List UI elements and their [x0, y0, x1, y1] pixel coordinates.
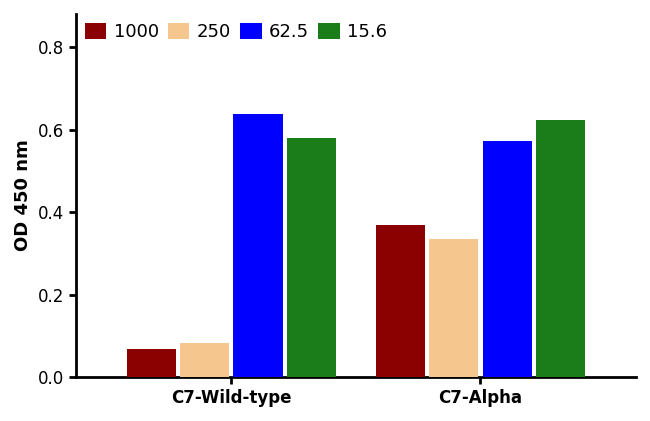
- Bar: [180, 344, 229, 377]
- Bar: [482, 141, 532, 377]
- Bar: [536, 120, 585, 377]
- Bar: [376, 225, 425, 377]
- Bar: [233, 114, 283, 377]
- Bar: [287, 138, 336, 377]
- Y-axis label: OD 450 nm: OD 450 nm: [14, 140, 32, 251]
- Bar: [127, 349, 176, 377]
- Legend: 1000, 250, 62.5, 15.6: 1000, 250, 62.5, 15.6: [84, 23, 387, 41]
- Bar: [429, 239, 478, 377]
